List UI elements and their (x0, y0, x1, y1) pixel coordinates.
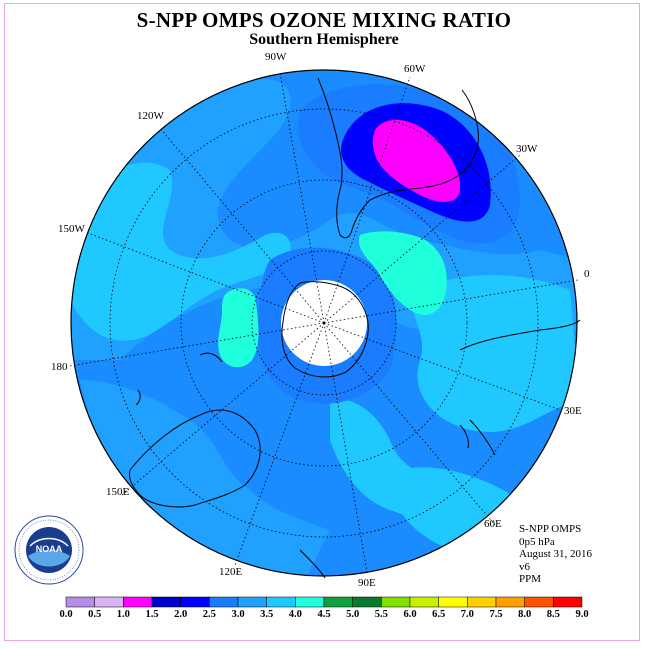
info-units: PPM (519, 573, 542, 586)
colorbar-tick-label: 8.5 (546, 609, 560, 620)
colorbar-tick-label: 3.0 (231, 609, 245, 620)
field-4p0-pacific (218, 288, 259, 368)
map-title: S-NPP OMPS OZONE MIXING RATIO (136, 8, 512, 32)
coast-indian-islands (459, 424, 469, 449)
colorbar-swatch (323, 596, 353, 608)
colorbar-tick-label: 7.0 (460, 609, 474, 620)
colorbar-tick-label: 3.5 (260, 609, 274, 620)
coast-antarctica (281, 281, 369, 378)
lon-label-90w: 90W (265, 51, 287, 63)
coast-africa (459, 319, 581, 456)
colorbar-tick-label: 1.0 (116, 609, 130, 620)
colorbar-swatch (180, 596, 210, 608)
lon-label-90e: 90E (358, 577, 376, 589)
colorbar-tick-label: 7.5 (489, 609, 503, 620)
graticule (69, 72, 579, 573)
colorbar-tick-label: 5.0 (346, 609, 360, 620)
colorbar-swatch (352, 596, 382, 608)
lon-label-60w: 60W (404, 63, 426, 75)
field-3p0-southwest (80, 380, 330, 576)
colorbar-swatch (438, 596, 468, 608)
map-subtitle: Southern Hemisphere (249, 31, 399, 48)
colorbar-tick-label: 4.5 (317, 609, 331, 620)
colorbar-swatch (94, 596, 124, 608)
colorbar (65, 596, 583, 608)
lon-label-30e: 30E (564, 405, 582, 417)
coast-newzealand (135, 352, 223, 406)
field-4p0-atlantic (359, 231, 447, 315)
figure-frame (4, 3, 640, 641)
colorbar-swatch (123, 596, 153, 608)
field-3p5-east (413, 275, 577, 432)
info-version: v6 (519, 560, 530, 573)
info-block: S-NPP OMPS 0p5 hPa August 31, 2016 v6 PP… (519, 523, 592, 586)
info-instrument: S-NPP OMPS (519, 523, 582, 535)
colorbar-tick-label: 6.0 (403, 609, 417, 620)
colorbar-swatch (237, 596, 267, 608)
colorbar-tick-label: 5.5 (374, 609, 388, 620)
field-3p5-west (71, 162, 291, 341)
colorbar-tick-label: 2.5 (202, 609, 216, 620)
colorbar-swatch (151, 596, 181, 608)
lon-label-120e: 120E (219, 566, 243, 578)
info-level: 0p5 hPa (519, 535, 555, 548)
colorbar-swatch (209, 596, 239, 608)
colorbar-tick-label: 9.0 (575, 609, 589, 620)
colorbar-tick-label: 6.5 (432, 609, 446, 620)
lon-label-150e: 150E (106, 486, 130, 498)
lon-label-180: 180 (51, 361, 68, 373)
colorbar-swatch (409, 596, 439, 608)
field-1p0 (372, 119, 461, 202)
coastlines (129, 77, 581, 579)
contour-fields (71, 78, 577, 576)
colorbar-tick-label: 1.5 (145, 609, 159, 620)
lon-label-150w: 150W (58, 223, 85, 235)
colorbar-swatch (381, 596, 411, 608)
colorbar-tick-label: 8.0 (518, 609, 532, 620)
colorbar-tick-label: 2.0 (174, 609, 188, 620)
colorbar-swatch (524, 596, 554, 608)
colorbar-swatch (553, 596, 583, 608)
info-date: August 31, 2016 (519, 548, 593, 561)
colorbar-tick-label: 0.0 (59, 609, 73, 620)
coast-south-america (317, 77, 479, 239)
lon-label-120w: 120W (137, 110, 164, 122)
lon-label-0: 0 (584, 268, 590, 280)
colorbar-swatch (266, 596, 296, 608)
lon-label-30w: 30W (516, 143, 538, 155)
colorbar-tick-label: 4.0 (288, 609, 302, 620)
colorbar-swatch (495, 596, 525, 608)
coast-australia (129, 409, 261, 508)
colorbar-swatch (467, 596, 497, 608)
colorbar-swatch (295, 596, 325, 608)
colorbar-swatch (65, 596, 95, 608)
colorbar-tick-label: 0.5 (88, 609, 102, 620)
lon-label-60e: 60E (484, 518, 502, 530)
map-outline (70, 69, 578, 577)
